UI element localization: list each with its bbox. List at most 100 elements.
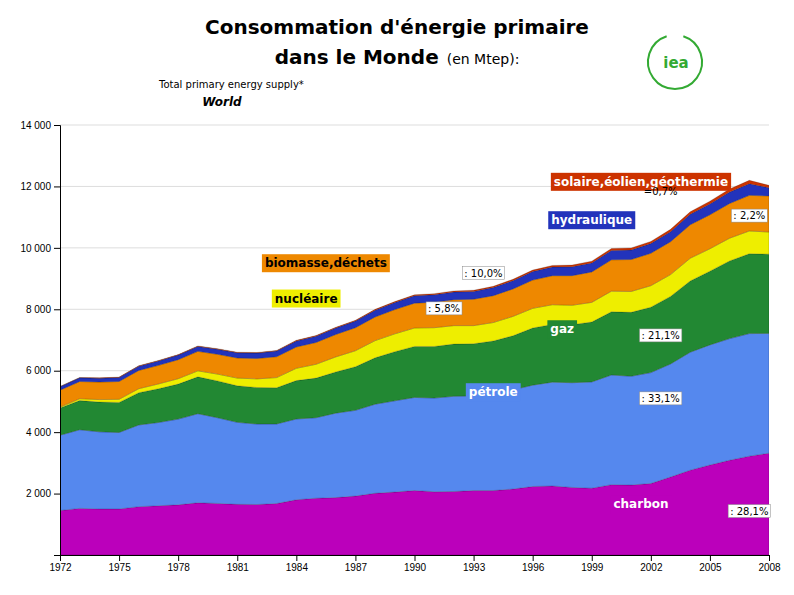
y-axis: 2 0004 0006 0008 00010 00012 00014 000: [20, 120, 60, 556]
y-tick-mark: [54, 494, 60, 495]
share-label: : 21,1%: [640, 329, 682, 342]
area: [60, 184, 769, 390]
share-label: : 10,0%: [462, 267, 504, 280]
share-label-box: [462, 267, 504, 280]
y-axis-line: [54, 126, 61, 556]
y-tick-mark: [54, 555, 60, 556]
series-label: charbon: [610, 495, 671, 513]
y-tick-label: 2 000: [26, 488, 51, 499]
x-tick: 1984: [286, 555, 309, 573]
y-tick-mark: [54, 125, 60, 126]
series-label-box: [551, 173, 731, 191]
share-label-box: [426, 302, 462, 315]
series-label-box: [547, 320, 577, 338]
x-tick-label: 2008: [758, 562, 781, 573]
x-tick-label: 1975: [108, 562, 131, 573]
share-label-text: : 33,1%: [642, 393, 680, 404]
title-line-2: dans le Monde (en Mtep):: [275, 45, 520, 69]
share-label-text: : 28,1%: [730, 506, 768, 517]
x-tick: 2002: [640, 555, 663, 573]
series-label-text: hydraulique: [551, 213, 632, 227]
y-tick: 4 000: [26, 427, 60, 438]
series-label-box: [466, 383, 521, 401]
series-label-box: [262, 254, 390, 272]
x-tick-mark: [119, 555, 120, 561]
title-part: dans le Monde: [275, 45, 439, 69]
share-label-text: =0,7%: [644, 186, 678, 197]
x-tick-label: 1981: [227, 562, 250, 573]
grid-line: [60, 125, 769, 126]
share-label-text: : 10,0%: [464, 268, 502, 279]
series-label: hydraulique: [548, 211, 635, 229]
y-tick: 8 000: [26, 304, 60, 315]
series-label-box: [548, 211, 635, 229]
x-tick-mark: [651, 555, 652, 561]
x-tick-mark: [710, 555, 711, 561]
x-tick-label: 1984: [286, 562, 309, 573]
logo-ring: [648, 36, 702, 89]
x-tick: 1978: [168, 555, 191, 573]
y-tick: 2 000: [26, 488, 60, 499]
share-label-box: [731, 209, 767, 222]
y-tick-mark: [54, 371, 60, 372]
x-tick-mark: [769, 555, 770, 561]
x-tick-mark: [533, 555, 534, 561]
y-tick: 14 000: [20, 120, 60, 131]
subtitle: Total primary energy supply*: [158, 79, 304, 90]
share-label-box: [728, 505, 770, 518]
share-label: : 2,2%: [731, 209, 767, 222]
series-label-text: solaire,éolien,géothermie: [554, 175, 728, 189]
x-tick: 1972: [49, 555, 72, 573]
title: Consommation d'énergie primaire: [205, 15, 589, 39]
area: [60, 180, 769, 386]
grid: [60, 125, 769, 555]
x-tick: 1987: [345, 555, 368, 573]
x-tick: 2005: [699, 555, 722, 573]
y-tick-label: 10 000: [20, 243, 51, 254]
series-label-box: [610, 495, 671, 513]
y-tick: 6 000: [26, 365, 60, 376]
series-label: pétrole: [466, 383, 521, 401]
y-tick-mark: [54, 432, 60, 433]
y-tick-mark: [54, 309, 60, 310]
share-label: : 28,1%: [728, 505, 770, 518]
x-tick-label: 1978: [168, 562, 191, 573]
x-tick: 1990: [404, 555, 427, 573]
y-tick-label: 14 000: [20, 120, 51, 131]
x-tick: 1975: [108, 555, 131, 573]
chart: Consommation d'énergie primaire dans le M…: [0, 0, 794, 595]
share-label-text: : 2,2%: [733, 210, 765, 221]
y-tick-mark: [54, 248, 60, 249]
x-tick-mark: [296, 555, 297, 561]
x-tick: 2008: [758, 555, 781, 573]
x-tick: 1996: [522, 555, 545, 573]
x-tick-mark: [237, 555, 238, 561]
title-unit: (en Mtep):: [447, 51, 520, 67]
x-tick: 1999: [581, 555, 604, 573]
plot-area: [60, 180, 769, 555]
series-label-text: biomasse,déchets: [265, 256, 387, 270]
x-tick-label: 2002: [640, 562, 663, 573]
share-label: =0,7%: [644, 186, 678, 197]
share-label-box: [640, 329, 682, 342]
x-tick-label: 1999: [581, 562, 604, 573]
x-tick-mark: [474, 555, 475, 561]
share-label: : 5,8%: [426, 302, 462, 315]
labels: charbonpétrolegaznucléairebiomasse,déche…: [262, 173, 771, 518]
x-tick-label: 1996: [522, 562, 545, 573]
x-axis: 1972197519781981198419871990199319961999…: [49, 555, 781, 573]
y-tick: [54, 555, 60, 556]
x-axis-line: [61, 556, 770, 562]
series-label: solaire,éolien,géothermie: [551, 173, 731, 191]
x-tick-mark: [355, 555, 356, 561]
x-tick-mark: [592, 555, 593, 561]
share-label-text: : 5,8%: [428, 303, 460, 314]
x-tick-label: 1990: [404, 562, 427, 573]
y-tick-label: 6 000: [26, 365, 51, 376]
y-tick-mark: [54, 186, 60, 187]
share-label: : 33,1%: [640, 392, 682, 405]
series-label-text: charbon: [613, 497, 668, 511]
share-label-box: [640, 392, 682, 405]
x-tick-label: 1972: [49, 562, 72, 573]
y-tick: 10 000: [20, 243, 60, 254]
